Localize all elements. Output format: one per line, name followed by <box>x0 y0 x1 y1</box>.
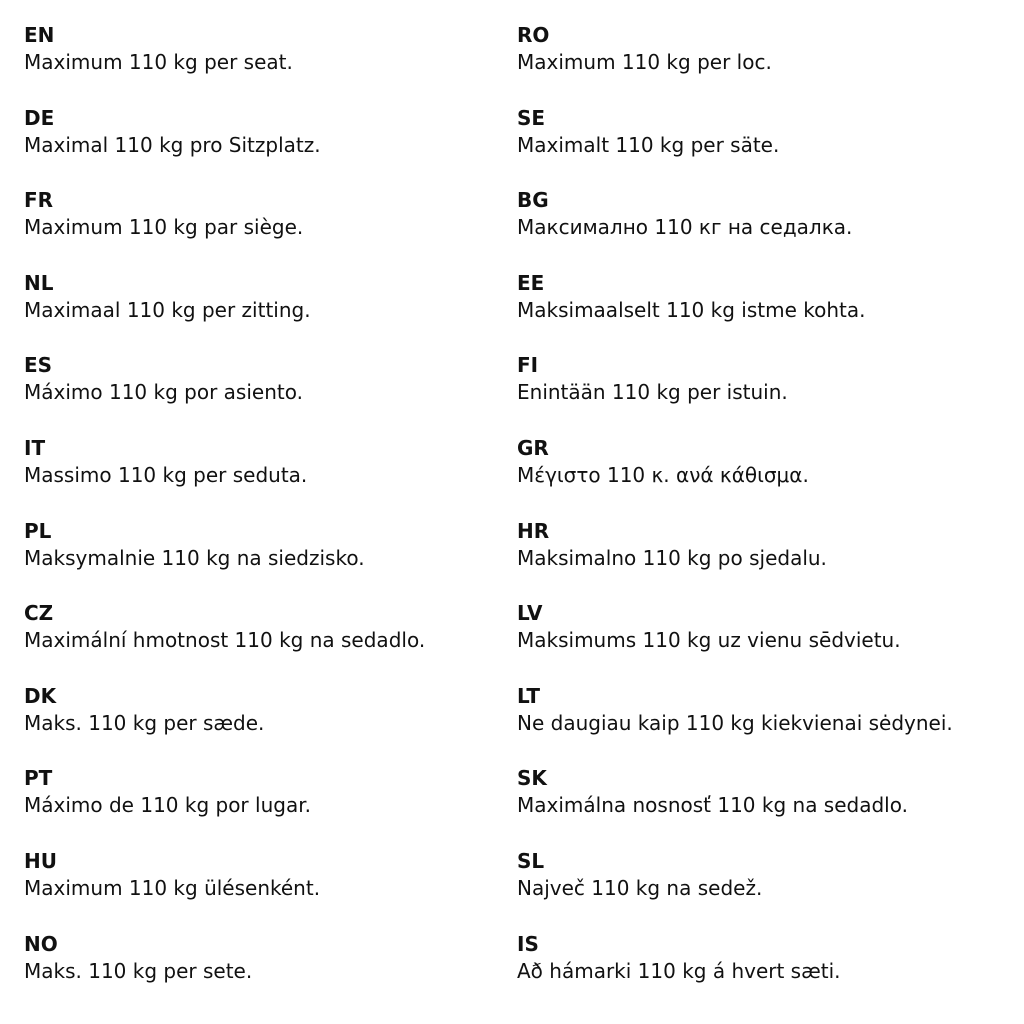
language-code: SL <box>517 849 545 873</box>
weight-limit-text: Ne daugiau kaip 110 kg kiekvienai sėdyne… <box>517 710 953 735</box>
language-code: HR <box>517 518 550 543</box>
weight-limit-text: Maximální hmotnost 110 kg na sedadlo. <box>24 628 426 653</box>
language-code: DK <box>24 683 57 708</box>
language-code: PL <box>24 518 52 543</box>
weight-limit-text: Maksimaalselt 110 kg istme kohta. <box>517 297 866 322</box>
language-code: DE <box>24 105 55 130</box>
language-code: SE <box>517 105 546 130</box>
weight-limit-text: Maks. 110 kg per sæde. <box>24 710 265 735</box>
weight-limit-text: Máximo 110 kg por asiento. <box>24 380 303 405</box>
language-code: RO <box>517 23 550 47</box>
weight-limit-text: Maksymalnie 110 kg na siedzisko. <box>24 545 365 570</box>
weight-limit-text: Maksimalno 110 kg po sjedalu. <box>517 545 827 570</box>
weight-limit-text: Максимално 110 кг на седалка. <box>517 215 853 240</box>
weight-limit-text: Að hámarki 110 kg á hvert sæti. <box>517 958 841 983</box>
weight-limit-text: Maximálna nosnosť 110 kg na sedadlo. <box>517 793 908 818</box>
weight-limit-text: Maximal 110 kg pro Sitzplatz. <box>24 132 321 157</box>
language-code: LT <box>517 683 541 708</box>
weight-limit-text: Massimo 110 kg per seduta. <box>24 463 308 487</box>
language-code: EE <box>517 270 545 295</box>
weight-limit-text: Maks. 110 kg per sete. <box>24 958 253 983</box>
language-code: SK <box>517 766 547 791</box>
language-code: FI <box>517 353 539 378</box>
language-code: IS <box>517 931 539 956</box>
language-code: EN <box>24 23 55 47</box>
weight-limit-text: Maximum 110 kg par siège. <box>24 215 304 240</box>
weight-limit-text: Maksimums 110 kg uz vienu sēdvietu. <box>517 628 901 653</box>
weight-limit-text: Maximum 110 kg per loc. <box>517 50 772 74</box>
weight-limit-text: Maximaal 110 kg per zitting. <box>24 297 311 322</box>
language-code: FR <box>24 188 54 213</box>
language-code: IT <box>24 436 46 460</box>
language-code: CZ <box>24 601 54 626</box>
weight-limit-text: Máximo de 110 kg por lugar. <box>24 793 311 818</box>
weight-limit-text: Maximum 110 kg ülésenként. <box>24 876 321 900</box>
weight-limit-text: Μέγιστο 110 κ. ανά κάθισμα. <box>517 463 809 487</box>
language-code: NL <box>24 270 54 295</box>
language-code: PT <box>24 766 53 791</box>
language-code: HU <box>24 849 57 873</box>
weight-limit-text: Enintään 110 kg per istuin. <box>517 380 788 405</box>
language-code: ES <box>24 353 53 378</box>
weight-limit-text: Maximum 110 kg per seat. <box>24 50 293 74</box>
language-code: LV <box>517 601 543 626</box>
language-code: BG <box>517 188 549 213</box>
weight-limit-text: Maximalt 110 kg per säte. <box>517 132 780 157</box>
language-code: NO <box>24 931 58 956</box>
weight-limit-text: Največ 110 kg na sedež. <box>517 876 763 900</box>
language-code: GR <box>517 436 549 460</box>
